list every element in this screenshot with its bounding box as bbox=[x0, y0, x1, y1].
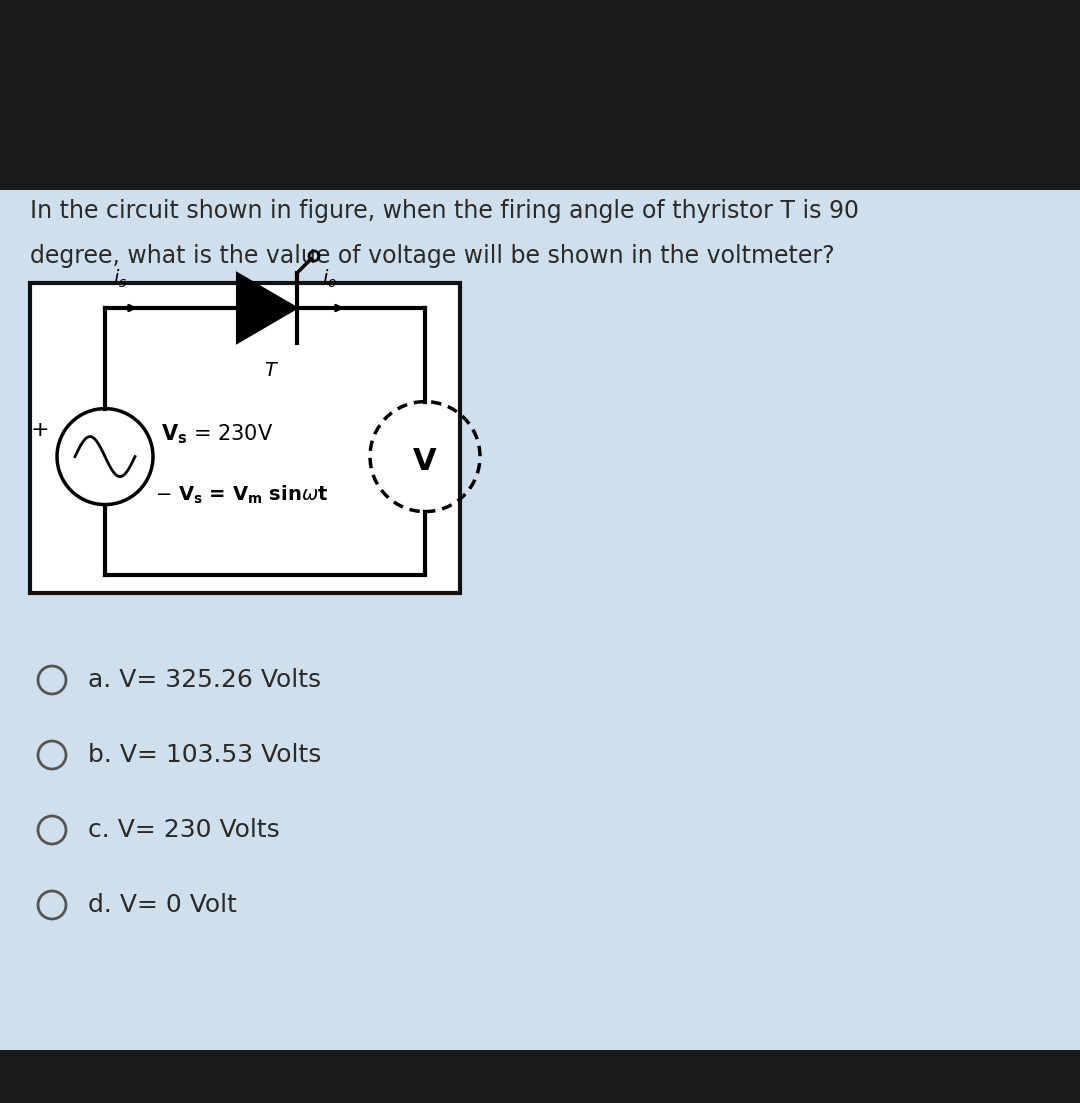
Text: degree, what is the value of voltage will be shown in the voltmeter?: degree, what is the value of voltage wil… bbox=[30, 244, 835, 268]
Text: $-$ $\mathbf{V_s}$ = $\mathbf{V_m}$ sin$\omega$t: $-$ $\mathbf{V_s}$ = $\mathbf{V_m}$ sin$… bbox=[156, 483, 328, 506]
Bar bbox=[0, 190, 1080, 1050]
Text: c. V= 230 Volts: c. V= 230 Volts bbox=[87, 818, 280, 842]
Text: In the circuit shown in figure, when the firing angle of thyristor T is 90: In the circuit shown in figure, when the… bbox=[30, 199, 859, 223]
Text: d. V= 0 Volt: d. V= 0 Volt bbox=[87, 893, 237, 917]
Text: $\it{i}_s$: $\it{i}_s$ bbox=[113, 268, 127, 290]
Text: b. V= 103.53 Volts: b. V= 103.53 Volts bbox=[87, 743, 322, 767]
Text: $\it{i}_o$: $\it{i}_o$ bbox=[322, 268, 337, 290]
Text: $\mathbf{V_s}$ = 230V: $\mathbf{V_s}$ = 230V bbox=[161, 422, 273, 447]
Text: a. V= 325.26 Volts: a. V= 325.26 Volts bbox=[87, 668, 321, 692]
Polygon shape bbox=[237, 274, 297, 343]
Bar bbox=[30, 283, 460, 593]
Text: T: T bbox=[265, 361, 275, 381]
Text: +: + bbox=[30, 420, 49, 440]
Text: V: V bbox=[414, 447, 436, 476]
